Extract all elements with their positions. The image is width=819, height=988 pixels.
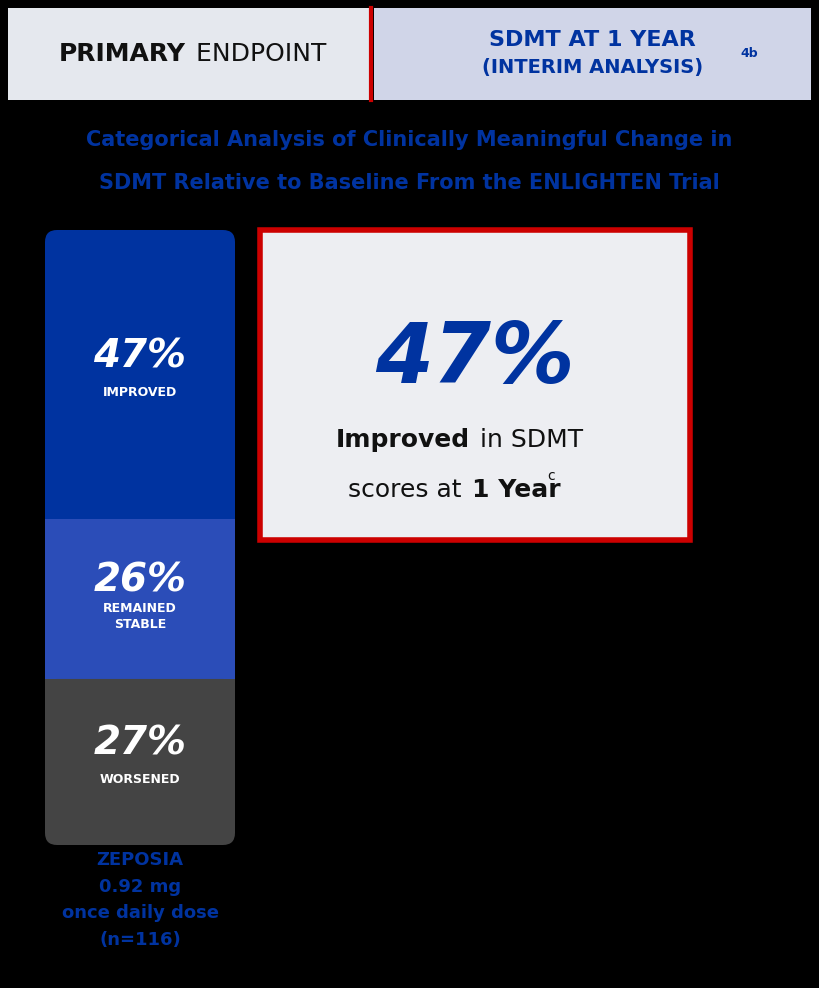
Text: ZEPOSIA
0.92 mg
once daily dose
(n=116): ZEPOSIA 0.92 mg once daily dose (n=116) (61, 852, 219, 948)
Text: 47%: 47% (93, 338, 187, 375)
Text: 26%: 26% (93, 562, 187, 600)
Text: SDMT Relative to Baseline From the ENLIGHTEN Trial: SDMT Relative to Baseline From the ENLIG… (98, 173, 719, 193)
Text: ENDPOINT: ENDPOINT (188, 42, 327, 66)
FancyBboxPatch shape (45, 679, 235, 845)
Text: 4b: 4b (740, 47, 758, 60)
Text: IMPROVED: IMPROVED (103, 386, 177, 399)
Text: 27%: 27% (93, 725, 187, 763)
Text: c: c (547, 469, 554, 483)
Text: (INTERIM ANALYSIS): (INTERIM ANALYSIS) (482, 58, 703, 77)
Bar (8, 8, 370, 100)
Text: SDMT AT 1 YEAR: SDMT AT 1 YEAR (489, 30, 696, 50)
Text: Improved: Improved (336, 428, 470, 452)
Bar (45, 679, 235, 703)
Text: 1 Year: 1 Year (472, 478, 561, 502)
Text: PRIMARY: PRIMARY (59, 42, 186, 66)
Text: scores at: scores at (349, 478, 470, 502)
Text: WORSENED: WORSENED (100, 774, 180, 786)
Text: in SDMT: in SDMT (472, 428, 583, 452)
Text: REMAINED
STABLE: REMAINED STABLE (103, 603, 177, 631)
Bar (374, 8, 811, 100)
Bar (45, 519, 235, 679)
Bar (260, 230, 690, 540)
Text: 47%: 47% (375, 319, 575, 400)
FancyBboxPatch shape (45, 230, 235, 519)
Bar (45, 475, 235, 519)
Text: Categorical Analysis of Clinically Meaningful Change in: Categorical Analysis of Clinically Meani… (86, 130, 732, 150)
